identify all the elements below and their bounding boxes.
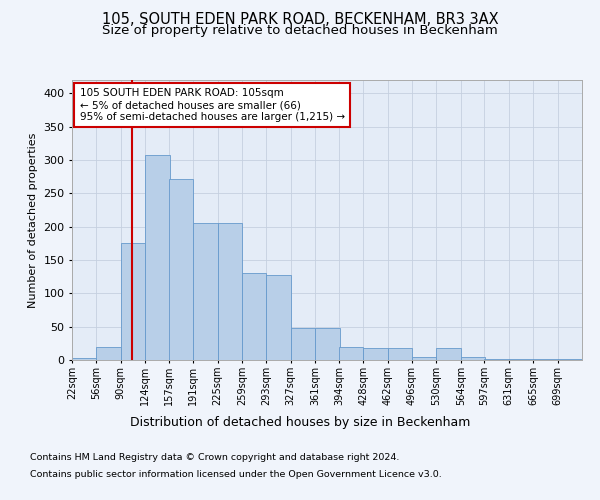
Text: Contains public sector information licensed under the Open Government Licence v3: Contains public sector information licen… bbox=[30, 470, 442, 479]
Bar bbox=[509, 358, 533, 360]
Bar bbox=[461, 356, 485, 360]
Bar bbox=[218, 224, 242, 360]
Bar bbox=[339, 346, 363, 360]
Text: 105 SOUTH EDEN PARK ROAD: 105sqm
← 5% of detached houses are smaller (66)
95% of: 105 SOUTH EDEN PARK ROAD: 105sqm ← 5% of… bbox=[80, 88, 345, 122]
Bar bbox=[315, 328, 340, 360]
Bar bbox=[145, 154, 170, 360]
Bar bbox=[436, 348, 461, 360]
Bar bbox=[193, 224, 218, 360]
Bar bbox=[412, 356, 436, 360]
Bar bbox=[363, 348, 388, 360]
Text: 105, SOUTH EDEN PARK ROAD, BECKENHAM, BR3 3AX: 105, SOUTH EDEN PARK ROAD, BECKENHAM, BR… bbox=[101, 12, 499, 28]
Bar bbox=[97, 348, 121, 360]
Y-axis label: Number of detached properties: Number of detached properties bbox=[28, 132, 38, 308]
Bar bbox=[242, 274, 266, 360]
Bar bbox=[291, 328, 315, 360]
Text: Contains HM Land Registry data © Crown copyright and database right 2024.: Contains HM Land Registry data © Crown c… bbox=[30, 454, 400, 462]
Bar bbox=[169, 178, 193, 360]
Text: Size of property relative to detached houses in Beckenham: Size of property relative to detached ho… bbox=[102, 24, 498, 37]
Text: Distribution of detached houses by size in Beckenham: Distribution of detached houses by size … bbox=[130, 416, 470, 429]
Bar bbox=[484, 358, 509, 360]
Bar bbox=[266, 274, 291, 360]
Bar bbox=[72, 358, 97, 360]
Bar bbox=[121, 244, 145, 360]
Bar bbox=[388, 348, 412, 360]
